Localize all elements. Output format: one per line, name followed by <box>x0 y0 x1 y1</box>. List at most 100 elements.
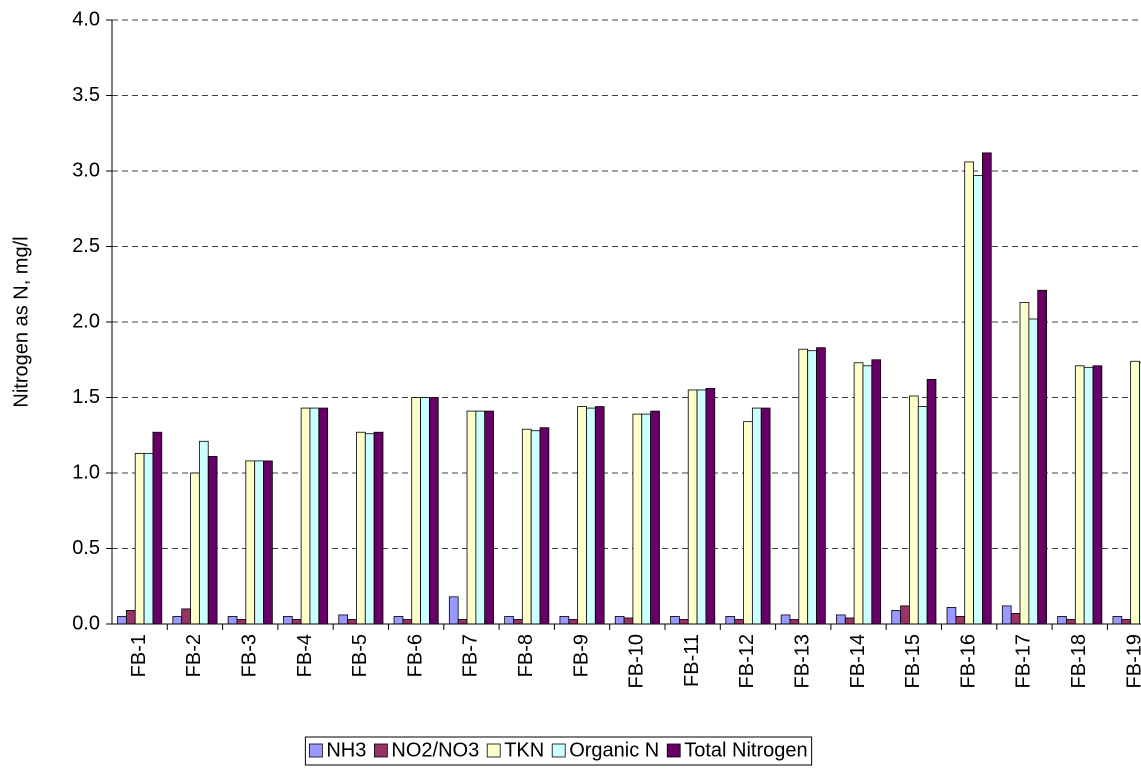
x-tick-label: FB-9 <box>570 634 592 677</box>
x-tick-label: FB-19 <box>1123 634 1141 688</box>
bar <box>1074 365 1085 625</box>
bar <box>263 460 273 625</box>
bar <box>816 347 826 625</box>
x-tick-label: FB-14 <box>847 634 869 688</box>
bar <box>891 610 901 625</box>
bar <box>586 407 596 625</box>
x-tick-label: FB-2 <box>183 634 205 677</box>
legend-label: NO2/NO3 <box>391 739 479 761</box>
y-tick-label: 1.0 <box>72 461 100 483</box>
bar <box>227 616 238 625</box>
bar <box>504 616 514 625</box>
legend-swatch <box>666 743 681 758</box>
bar <box>836 614 846 625</box>
bar <box>420 397 430 625</box>
bar <box>734 619 744 625</box>
legend-swatch <box>308 743 323 758</box>
y-axis-title: Nitrogen as N, mg/l <box>10 236 32 407</box>
bar <box>190 472 200 625</box>
bar <box>900 605 910 625</box>
bar <box>181 608 191 625</box>
bar <box>1092 365 1103 625</box>
bar <box>853 362 864 625</box>
legend-label: Total Nitrogen <box>684 739 807 761</box>
bar <box>670 616 680 625</box>
x-tick-label: FB-16 <box>957 634 979 688</box>
bar <box>871 359 882 625</box>
bar <box>457 619 468 625</box>
bar <box>356 431 366 625</box>
bar <box>318 407 329 625</box>
y-tick-label: 1.5 <box>72 386 100 408</box>
bar <box>1019 301 1030 625</box>
bar <box>614 616 625 625</box>
legend-label: NH3 <box>326 739 366 761</box>
bar <box>347 619 357 625</box>
bar <box>1028 318 1039 625</box>
x-tick-label: FB-5 <box>349 634 371 677</box>
bar <box>338 614 348 625</box>
bar <box>743 421 753 625</box>
bar <box>530 430 541 625</box>
x-tick-label: FB-3 <box>239 634 261 677</box>
bar <box>780 614 791 625</box>
bar <box>198 440 209 625</box>
bar <box>632 413 643 625</box>
y-tick-label: 2.5 <box>72 235 100 257</box>
bar <box>143 452 154 625</box>
y-tick-label: 0.5 <box>72 537 100 559</box>
x-tick-label: FB-6 <box>404 634 426 677</box>
bar <box>725 616 736 625</box>
bar <box>909 395 919 625</box>
bar <box>696 389 707 625</box>
x-tick-label: FB-12 <box>736 634 758 688</box>
bar <box>373 431 384 625</box>
bar <box>798 348 809 625</box>
y-tick-label: 3.0 <box>72 159 100 181</box>
bar <box>946 606 957 625</box>
bar <box>687 389 698 625</box>
bar <box>117 616 127 625</box>
bar <box>1001 605 1012 625</box>
bar <box>283 616 293 625</box>
legend-swatch <box>373 743 388 758</box>
bar <box>521 428 532 625</box>
bar <box>291 619 302 625</box>
bar <box>475 410 486 625</box>
bar <box>844 617 855 625</box>
bar <box>539 427 550 625</box>
y-tick-label: 4.0 <box>72 8 100 30</box>
bar <box>1037 289 1047 625</box>
bar <box>513 619 523 625</box>
bar <box>1139 362 1141 625</box>
bar <box>789 619 800 625</box>
legend-label: Organic N <box>569 739 659 761</box>
bar <box>760 407 771 625</box>
bar <box>964 161 974 625</box>
bar <box>917 406 928 625</box>
x-tick-label: FB-11 <box>681 634 703 687</box>
bar <box>429 397 439 625</box>
bar <box>402 619 413 625</box>
bar <box>1083 366 1094 625</box>
bar <box>364 433 375 625</box>
x-tick-label: FB-1 <box>128 634 150 677</box>
bar <box>1057 616 1067 625</box>
bar <box>926 378 937 625</box>
bar <box>207 455 218 625</box>
bar <box>152 431 163 625</box>
legend-label: TKN <box>504 739 544 761</box>
bar <box>1121 619 1132 625</box>
legend: NH3 NO2/NO3 TKN Organic N Total Nitrogen <box>304 736 813 766</box>
bar <box>254 460 264 625</box>
x-tick-label: FB-15 <box>902 634 924 688</box>
bar <box>1112 616 1123 625</box>
y-tick-label: 0.0 <box>72 612 100 634</box>
bar <box>1010 613 1021 625</box>
bar <box>559 616 570 625</box>
y-tick-label: 3.5 <box>72 84 100 106</box>
bar <box>411 397 421 625</box>
bar <box>393 616 404 625</box>
bar <box>641 413 652 625</box>
